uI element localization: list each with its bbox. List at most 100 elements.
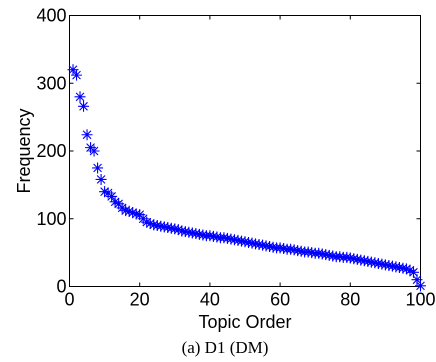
axis-ticks	[69, 15, 421, 287]
data-point	[257, 239, 269, 251]
data-point	[193, 228, 205, 240]
y-axis-label: Frequency	[14, 108, 34, 193]
data-point	[218, 232, 230, 244]
data-point	[341, 251, 353, 263]
data-point	[383, 259, 395, 271]
data-point	[239, 236, 251, 248]
y-tick-label: 300	[36, 73, 66, 93]
x-tick-label: 100	[405, 290, 435, 310]
data-point	[116, 202, 128, 214]
data-point	[348, 253, 360, 265]
data-point	[397, 262, 409, 274]
data-point	[407, 266, 419, 278]
data-point	[99, 186, 111, 198]
data-point	[141, 216, 153, 228]
data-point	[155, 220, 167, 232]
data-point	[302, 246, 314, 258]
data-point	[260, 240, 272, 252]
x-tick-label: 80	[340, 290, 360, 310]
data-point	[179, 226, 191, 238]
data-point	[393, 262, 405, 274]
data-point	[169, 223, 181, 235]
data-point	[186, 227, 198, 239]
data-point	[292, 245, 304, 257]
data-point	[264, 241, 276, 253]
x-tick-labels: 0 20 40 60 80 100	[64, 290, 435, 310]
data-point	[228, 234, 240, 246]
data-point	[204, 230, 216, 242]
data-point	[81, 129, 93, 141]
data-points	[67, 64, 426, 292]
y-tick-label: 200	[36, 141, 66, 161]
y-tick-label: 100	[36, 209, 66, 229]
data-point	[144, 217, 156, 229]
data-point	[158, 221, 170, 233]
data-point	[123, 205, 135, 217]
data-point	[320, 249, 332, 261]
data-point	[190, 228, 202, 240]
data-point	[246, 237, 258, 249]
data-point	[207, 230, 219, 242]
data-point	[358, 255, 370, 267]
data-point	[127, 207, 139, 219]
data-point	[183, 226, 195, 238]
data-point	[379, 259, 391, 271]
x-tick-label: 40	[200, 290, 220, 310]
data-point	[344, 252, 356, 264]
x-tick-label: 60	[270, 290, 290, 310]
data-point	[74, 91, 86, 103]
data-point	[295, 245, 307, 257]
data-point	[162, 222, 174, 234]
data-point	[211, 231, 223, 243]
data-point	[176, 225, 188, 237]
x-tick-label: 20	[130, 290, 150, 310]
data-point	[316, 248, 328, 260]
data-point	[250, 238, 262, 250]
y-tick-label: 400	[36, 6, 66, 26]
data-point	[386, 260, 398, 272]
data-point	[109, 196, 121, 208]
data-point	[165, 222, 177, 234]
data-point	[376, 258, 388, 270]
data-point	[362, 255, 374, 267]
data-point	[365, 256, 377, 268]
data-point	[334, 251, 346, 263]
data-point	[274, 242, 286, 254]
data-point	[106, 190, 118, 202]
data-point	[221, 232, 233, 244]
data-point	[285, 243, 297, 255]
data-point	[253, 238, 265, 250]
data-point	[411, 274, 423, 286]
data-point	[278, 243, 290, 255]
data-point	[130, 208, 142, 220]
data-point	[151, 220, 163, 232]
data-point	[88, 145, 100, 157]
data-point	[71, 69, 83, 81]
x-axis-label: Topic Order	[198, 312, 291, 332]
data-point	[313, 247, 325, 259]
data-point	[288, 244, 300, 256]
data-point	[400, 263, 412, 275]
y-tick-label: 0	[56, 277, 66, 297]
data-point	[67, 64, 79, 76]
data-point	[120, 205, 132, 217]
data-point	[323, 249, 335, 261]
data-point	[225, 233, 237, 245]
x-tick-label: 0	[64, 290, 74, 310]
chart-caption: (a) D1 (DM)	[182, 338, 269, 357]
data-point	[78, 100, 90, 112]
data-point	[415, 280, 426, 292]
data-point	[235, 235, 247, 247]
data-point	[243, 236, 255, 248]
data-point	[267, 241, 279, 253]
data-point	[372, 257, 384, 269]
data-point	[172, 224, 184, 236]
data-point	[351, 253, 363, 265]
data-point	[306, 247, 318, 259]
data-point	[404, 264, 416, 276]
data-point	[148, 219, 160, 231]
data-point	[327, 250, 339, 262]
data-point	[390, 261, 402, 273]
data-point	[197, 229, 209, 241]
